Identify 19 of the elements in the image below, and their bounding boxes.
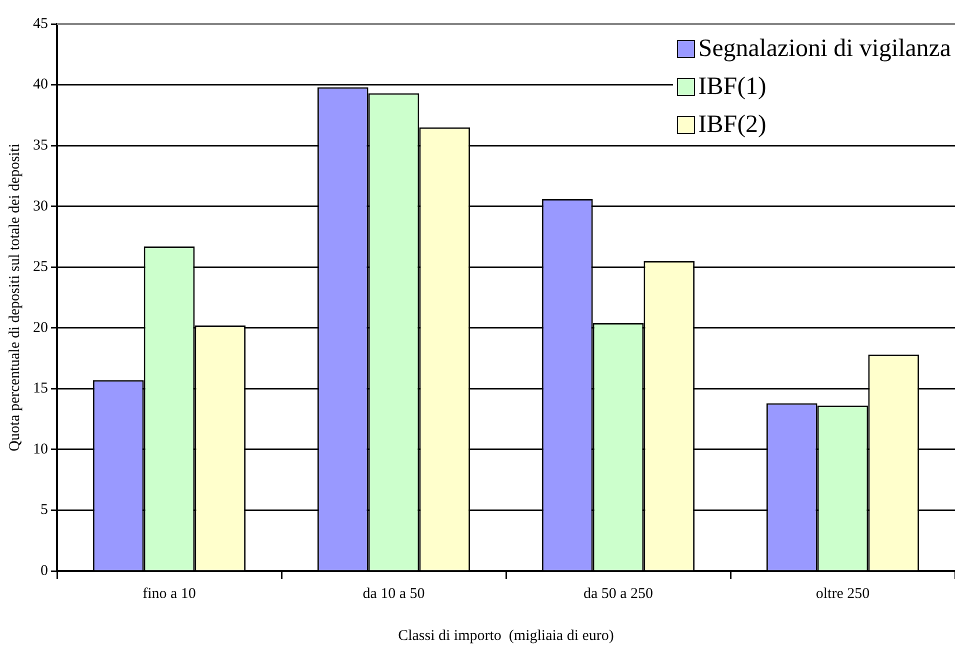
y-tick-label: 30: [33, 198, 48, 214]
y-tick-label: 10: [33, 441, 48, 458]
legend-label: IBF(2): [698, 110, 766, 140]
x-axis-title: Classi di importo (migliaia di euro): [398, 628, 614, 644]
y-tick-label: 5: [40, 502, 48, 518]
y-tick-label: 40: [33, 76, 48, 93]
x-tick-label: da 50 a 250: [583, 586, 654, 602]
legend-label: IBF(1): [698, 72, 766, 102]
y-tick-label: 20: [33, 320, 48, 336]
y-axis-title: Quota percentuale di depositi sul totale dei depositi: [6, 144, 23, 452]
x-tick-label: da 10 a 50: [362, 586, 425, 602]
y-tick-label: 15: [33, 380, 48, 397]
x-tick-label: oltre 250: [816, 586, 870, 602]
legend-label: Segnalazioni di vigilanza: [698, 34, 951, 64]
y-tick-label: 45: [33, 16, 48, 32]
y-tick-label: 35: [33, 137, 48, 154]
y-tick-label: 25: [33, 259, 48, 276]
x-tick-label: fino a 10: [142, 586, 196, 602]
y-tick-label: 0: [40, 562, 48, 579]
